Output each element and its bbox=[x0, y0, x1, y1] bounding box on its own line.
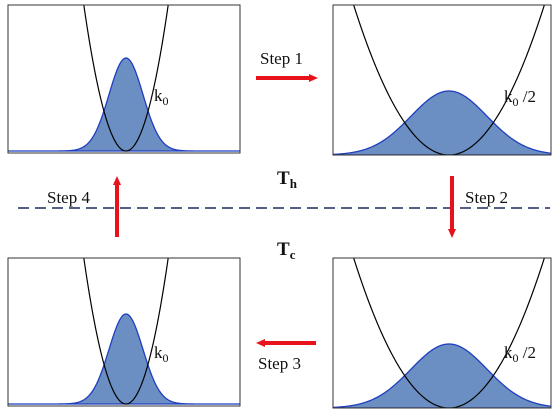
panel-bottom-right: k0 /2 bbox=[332, 257, 552, 409]
potential-curve-bottom-right bbox=[353, 258, 545, 408]
step1-arrow bbox=[256, 74, 318, 82]
step4-arrow bbox=[113, 176, 121, 237]
cold-temperature-label: Tc bbox=[277, 239, 296, 262]
distribution-wide-top-right bbox=[333, 90, 551, 155]
step2-arrow bbox=[448, 176, 456, 238]
potential-curve-bottom-left bbox=[83, 258, 169, 405]
label-k0-half-bottom-right: k0 /2 bbox=[504, 343, 536, 365]
label-k0-top-left: k0 bbox=[154, 86, 169, 108]
step4-label: Step 4 bbox=[47, 188, 90, 207]
step1-label: Step 1 bbox=[260, 49, 303, 68]
panel-bottom-left: k0 bbox=[7, 257, 241, 407]
panel-top-right: k0 /2 bbox=[332, 4, 552, 156]
panel-frame-bottom-left bbox=[7, 257, 241, 407]
potential-curve-top-left bbox=[83, 5, 169, 152]
step3-label: Step 3 bbox=[258, 354, 301, 373]
potential-curve-top-right bbox=[353, 5, 545, 155]
panel-frame-top-right bbox=[332, 4, 552, 156]
step2-label: Step 2 bbox=[465, 188, 508, 207]
distribution-narrow-bottom-left bbox=[8, 313, 240, 405]
step3-arrow bbox=[256, 339, 316, 347]
distribution-wide-bottom-right bbox=[333, 343, 551, 408]
panel-frame-bottom-right bbox=[332, 257, 552, 409]
panel-top-left: k0 bbox=[7, 4, 241, 154]
panel-frame-top-left bbox=[7, 4, 241, 154]
label-k0-bottom-left: k0 bbox=[154, 343, 169, 365]
distribution-narrow-top-left bbox=[8, 57, 240, 152]
hot-temperature-label: Th bbox=[277, 168, 298, 191]
label-k0-half-top-right: k0 /2 bbox=[504, 87, 536, 109]
